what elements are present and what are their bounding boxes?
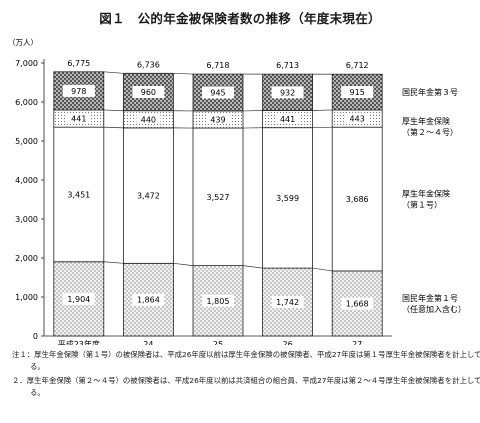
data-label: 3,599 [276,194,299,203]
data-label: 960 [141,88,156,97]
data-label-box [271,296,304,309]
data-label: 441 [280,115,295,124]
data-label: 3,686 [346,195,369,204]
y-tick-label: 2,000 [15,254,38,263]
total-label: 6,718 [207,61,230,70]
data-label: 439 [210,115,225,124]
chart-title: 図１ 公的年金被保険者数の推移（年度末現在） [99,11,381,26]
data-label-box [132,293,165,306]
data-label: 3,451 [67,190,90,199]
bar-segment [331,126,383,272]
y-tick-label: 5,000 [15,137,38,146]
data-label: 1,805 [207,297,230,306]
data-label-box [62,292,95,305]
legend-label: （第１号） [402,200,442,210]
legend-entry: 国民年金第１号（任意加入含む） [402,293,466,314]
legend-label: 厚生年金保険 [402,116,450,126]
footnote-2: ２．厚生年金保険（第２～４号）の被保険者は、平成26年度以前は共済組合の組合員、… [12,376,480,397]
y-unit-label: （万人） [8,38,38,47]
data-label: 1,742 [276,298,299,307]
x-tick-label: 27 [352,340,362,345]
y-tick-label: 7,000 [15,59,38,68]
data-label: 1,864 [137,296,160,305]
data-label: 440 [141,115,156,124]
connector-line [173,262,194,266]
data-label-box [136,114,161,124]
data-label: 978 [71,87,86,96]
data-label: 1,904 [67,295,90,304]
data-label-box [132,86,165,99]
data-label-box [341,86,374,99]
bar-segment [123,127,174,264]
legend-label: 国民年金第３号 [402,87,458,97]
total-label: 6,736 [137,60,160,69]
x-tick-label: 平成23年度 [58,339,100,345]
legend-entry: 国民年金第３号 [402,87,458,97]
data-label: 443 [350,115,365,124]
connector-line [312,109,333,111]
data-label: 441 [71,115,86,124]
connector-line [312,126,333,129]
bar-segment [192,127,244,267]
y-tick-label: 0 [33,332,38,341]
data-label-box [202,86,234,99]
data-label: 1,668 [346,299,369,308]
connector-line [103,109,124,112]
data-label-box [206,114,230,124]
y-tick-label: 1,000 [15,293,38,302]
legend-entry: 厚生年金保険（第２～４号） [402,116,458,137]
legend-label: 厚生年金保険 [402,189,450,199]
legend-label: 国民年金第１号 [402,293,458,303]
total-label: 6,775 [67,59,90,68]
bar-segment [262,127,314,269]
data-label-box [345,114,370,124]
y-tick-label: 3,000 [15,215,38,224]
data-label-box [202,294,234,307]
total-label: 6,712 [346,61,369,70]
data-label-box [62,84,95,97]
x-tick-label: 24 [143,340,153,345]
data-label: 932 [280,88,295,97]
y-tick-label: 6,000 [15,98,38,107]
data-label: 945 [210,89,225,98]
connector-line [103,71,124,74]
connector-line [103,261,124,264]
legend-label: （第２～４号） [402,127,458,137]
data-label: 915 [350,88,365,97]
stacked-bar-chart: （万人） 0 1,000 2,000 3,000 4,000 5,000 6,000 7,000… [8,38,466,345]
connector-line [312,267,333,272]
bar-segment [53,126,105,263]
y-tick-label: 4,000 [15,176,38,185]
x-tick-label: 25 [213,340,223,345]
connector-line [173,72,194,75]
legend-entry: 厚生年金保険（第１号） [402,189,450,210]
total-label: 6,713 [276,61,299,70]
connector-line [103,126,124,129]
data-label-box [275,114,300,124]
data-label-box [66,114,91,124]
data-label: 3,527 [207,193,230,202]
data-label: 3,472 [137,192,160,201]
x-tick-label: 26 [283,340,293,345]
footnote-1: 注１：厚生年金保険（第１号）の被保険者は、平成26年度以前は厚生年金保険の被保険… [12,350,480,371]
connector-line [242,265,263,269]
data-label-box [271,86,304,99]
data-label-box [341,297,374,310]
legend-label: （任意加入含む） [402,304,466,314]
